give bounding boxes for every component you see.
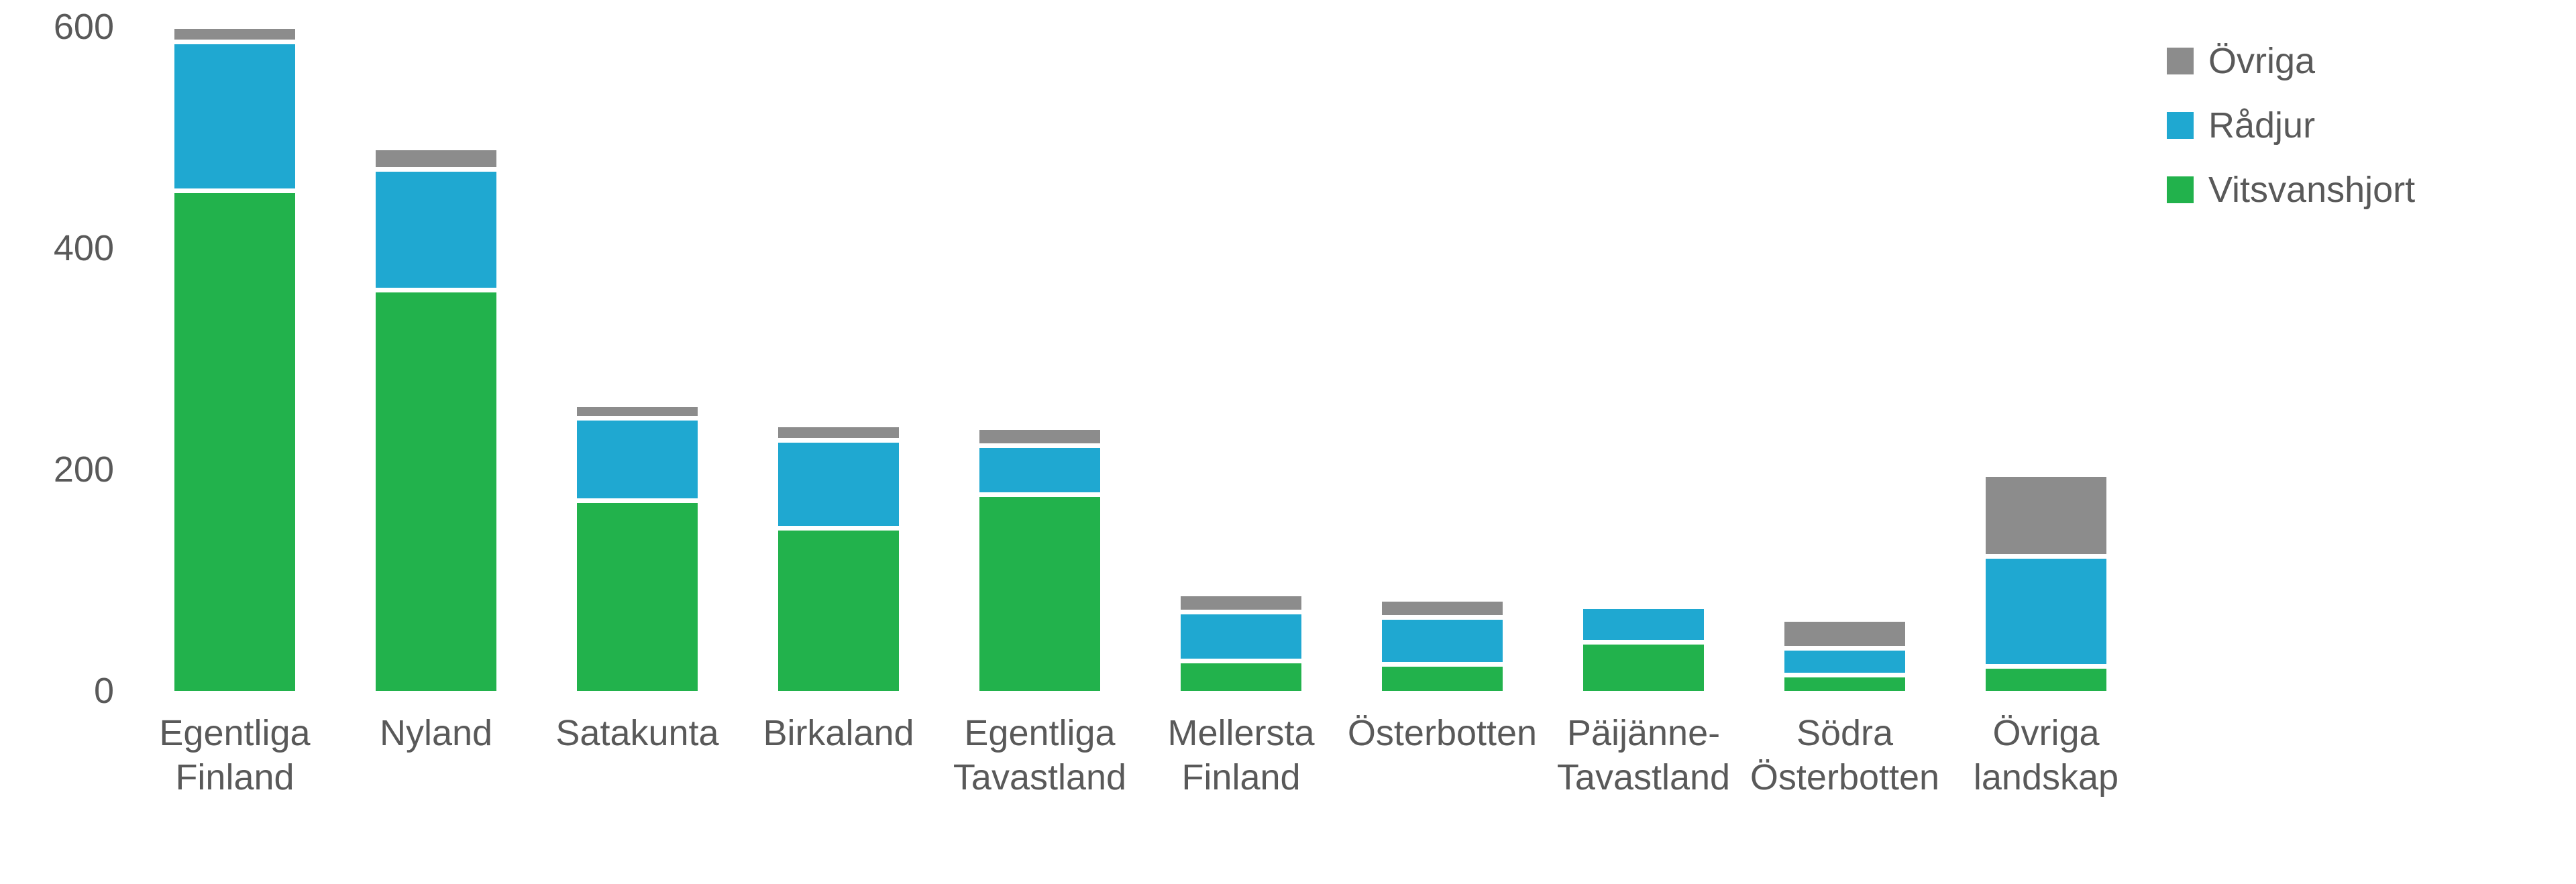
x-axis-category-label: Nyland — [335, 711, 537, 755]
bar-segment-radjur — [1784, 651, 1905, 673]
bar-segment-vitsvans — [979, 497, 1100, 691]
y-axis-tick-label: 600 — [7, 6, 114, 48]
x-axis-category-label: Övrigalandskap — [1945, 711, 2147, 799]
x-axis-category-label-line: Nyland — [335, 711, 537, 755]
x-axis-category-label-line: Tavastland — [939, 755, 1140, 799]
y-axis-tick-label: 400 — [7, 227, 114, 269]
plot-area — [134, 27, 2147, 691]
bar-segment-radjur — [1382, 620, 1503, 662]
bar-segment-radjur — [577, 421, 698, 498]
legend-swatch-vitsvans — [2167, 176, 2194, 203]
x-axis-category-label-line: Mellersta — [1140, 711, 1342, 755]
x-axis-category-label: EgentligaTavastland — [939, 711, 1140, 799]
x-axis-category-label-line: Österbotten — [1744, 755, 1945, 799]
bar-segment-vitsvans — [1784, 677, 1905, 691]
bar-segment-ovriga — [174, 29, 295, 40]
bar-segment-radjur — [1986, 559, 2106, 664]
legend-swatch-radjur — [2167, 112, 2194, 139]
bar-segment-vitsvans — [174, 193, 295, 692]
bar-segment-ovriga — [577, 407, 698, 416]
legend-item-ovriga: Övriga — [2167, 40, 2315, 82]
x-axis-category-label: SödraÖsterbotten — [1744, 711, 1945, 799]
bar-column — [577, 27, 698, 691]
bar-segment-ovriga — [1784, 622, 1905, 646]
bar-column — [1986, 27, 2106, 691]
x-axis-category-label-line: Övriga — [1945, 711, 2147, 755]
x-axis-category-label-line: Päijänne- — [1543, 711, 1744, 755]
bar-segment-radjur — [778, 443, 899, 526]
x-axis-category-label-line: Österbotten — [1342, 711, 1543, 755]
y-axis-tick-label: 200 — [7, 449, 114, 490]
bar-segment-vitsvans — [1583, 645, 1704, 691]
bar-column — [1784, 27, 1905, 691]
bar-column — [1181, 27, 1301, 691]
x-axis-category-label-line: Satakunta — [537, 711, 738, 755]
x-axis-category-label-line: Tavastland — [1543, 755, 1744, 799]
bar-segment-vitsvans — [1986, 669, 2106, 691]
x-axis-category-label: Österbotten — [1342, 711, 1543, 755]
bar-segment-ovriga — [1986, 477, 2106, 555]
legend-label-ovriga: Övriga — [2208, 40, 2315, 82]
x-axis-category-label: Birkaland — [738, 711, 939, 755]
x-axis-category-label-line: Södra — [1744, 711, 1945, 755]
legend-label-vitsvans: Vitsvanshjort — [2208, 169, 2415, 211]
x-axis-category-label-line: Egentliga — [134, 711, 335, 755]
legend-item-vitsvans: Vitsvanshjort — [2167, 169, 2415, 211]
legend-swatch-ovriga — [2167, 48, 2194, 74]
bar-segment-radjur — [174, 44, 295, 188]
y-axis-tick-label: 0 — [7, 670, 114, 712]
x-axis-category-label-line: Finland — [1140, 755, 1342, 799]
x-axis-category-label: MellerstaFinland — [1140, 711, 1342, 799]
bar-column — [778, 27, 899, 691]
bar-column — [376, 27, 496, 691]
x-axis-category-label: EgentligaFinland — [134, 711, 335, 799]
x-axis-category-label-line: Finland — [134, 755, 335, 799]
bar-segment-radjur — [1181, 614, 1301, 659]
bar-column — [174, 27, 295, 691]
x-axis-category-label-line: Birkaland — [738, 711, 939, 755]
bar-segment-radjur — [376, 172, 496, 288]
bar-segment-ovriga — [979, 430, 1100, 443]
bar-segment-ovriga — [778, 427, 899, 439]
x-axis-category-label: Päijänne-Tavastland — [1543, 711, 1744, 799]
bar-segment-vitsvans — [1382, 667, 1503, 691]
bar-segment-vitsvans — [1181, 663, 1301, 691]
bar-segment-vitsvans — [778, 531, 899, 691]
bar-column — [1583, 27, 1704, 691]
stacked-bar-chart: 0200400600EgentligaFinlandNylandSatakunt… — [0, 0, 2576, 884]
x-axis-category-label: Satakunta — [537, 711, 738, 755]
bar-segment-ovriga — [376, 150, 496, 167]
bar-column — [979, 27, 1100, 691]
legend-label-radjur: Rådjur — [2208, 105, 2315, 146]
legend-item-radjur: Rådjur — [2167, 105, 2315, 146]
bar-segment-radjur — [979, 448, 1100, 492]
bar-segment-ovriga — [1382, 602, 1503, 615]
bar-segment-radjur — [1583, 609, 1704, 640]
bar-segment-ovriga — [1181, 596, 1301, 610]
bar-column — [1382, 27, 1503, 691]
bar-segment-vitsvans — [376, 292, 496, 691]
x-axis-category-label-line: Egentliga — [939, 711, 1140, 755]
bar-segment-vitsvans — [577, 503, 698, 692]
x-axis-category-label-line: landskap — [1945, 755, 2147, 799]
